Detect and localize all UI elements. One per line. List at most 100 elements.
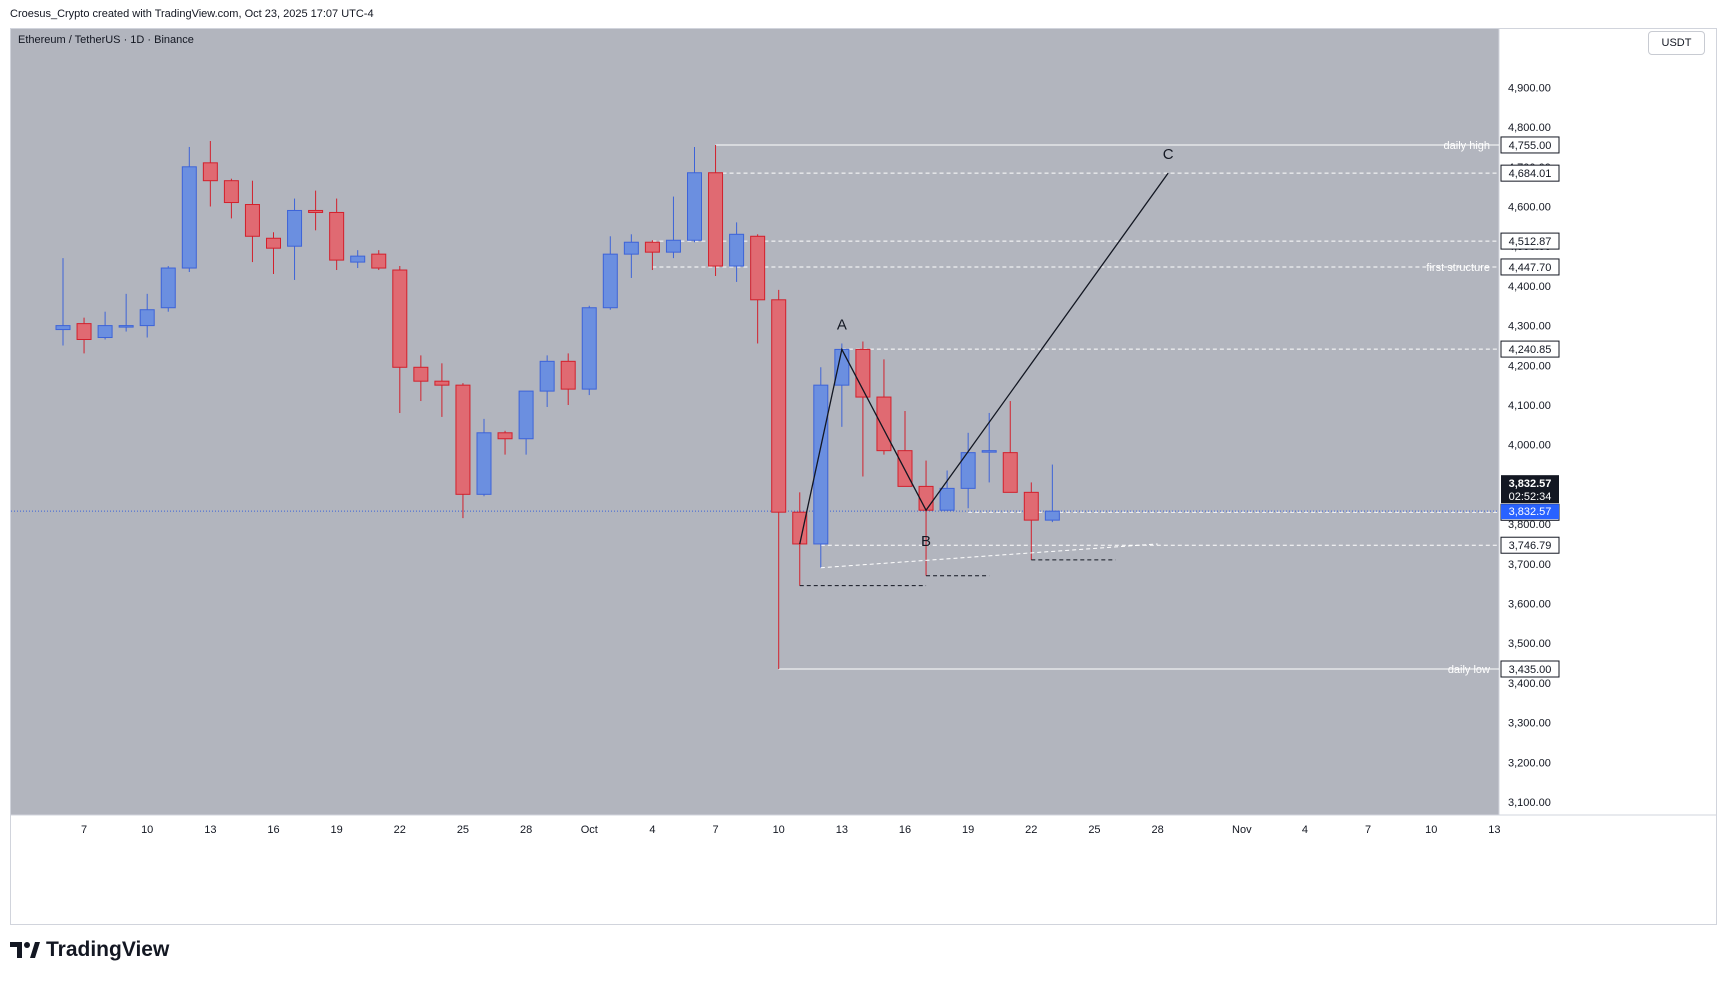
candle-body[interactable] bbox=[539, 360, 555, 392]
price-tick-label: 3,600.00 bbox=[1508, 599, 1551, 611]
candle-body[interactable] bbox=[813, 384, 829, 545]
candle-body[interactable] bbox=[981, 450, 997, 453]
price-axis-background bbox=[1499, 29, 1716, 815]
price-tick-label: 4,600.00 bbox=[1508, 202, 1551, 214]
candle-body[interactable] bbox=[518, 390, 534, 440]
price-tick-label: 4,200.00 bbox=[1508, 360, 1551, 372]
candle-body[interactable] bbox=[623, 241, 639, 255]
time-tick-label: 16 bbox=[899, 824, 911, 836]
candle-body[interactable] bbox=[181, 166, 197, 269]
candle-body[interactable] bbox=[581, 307, 597, 390]
current-price-label: 3,832.57 bbox=[1509, 506, 1552, 518]
candle-body[interactable] bbox=[139, 309, 155, 327]
level-price-badge bbox=[1500, 536, 1560, 554]
price-chart[interactable]: daily high first structure daily low A B C 3… bbox=[11, 29, 1716, 924]
candle-body[interactable] bbox=[55, 325, 71, 331]
time-tick-label: 10 bbox=[141, 824, 153, 836]
time-tick-label: 28 bbox=[520, 824, 532, 836]
candles-layer[interactable] bbox=[55, 140, 1060, 670]
support-trendline bbox=[820, 543, 1158, 569]
level-price-label: 4,684.01 bbox=[1509, 168, 1552, 180]
wave-label: B bbox=[921, 533, 931, 550]
candle-body[interactable] bbox=[792, 511, 808, 545]
candle-body[interactable] bbox=[729, 233, 745, 267]
level-price-badge bbox=[1500, 164, 1560, 182]
candle-body[interactable] bbox=[750, 235, 766, 301]
candle-body[interactable] bbox=[392, 269, 408, 368]
candle-body[interactable] bbox=[455, 384, 471, 495]
level-price-label: 4,755.00 bbox=[1509, 140, 1552, 152]
countdown-label: 02:52:34 bbox=[1509, 491, 1552, 503]
price-tick-label: 4,800.00 bbox=[1508, 122, 1551, 134]
candle-body[interactable] bbox=[834, 348, 850, 386]
time-tick-label: 10 bbox=[773, 824, 785, 836]
price-tick-label: 4,900.00 bbox=[1508, 82, 1551, 94]
candle-body[interactable] bbox=[371, 253, 387, 269]
price-tick-label: 3,800.00 bbox=[1508, 519, 1551, 531]
time-tick-label: 16 bbox=[267, 824, 279, 836]
candle-body[interactable] bbox=[855, 348, 871, 398]
candle-body[interactable] bbox=[118, 325, 134, 328]
time-axis[interactable]: 7 10 13 16 19 22 25 28 Oct 4 7 10 13 16 19 22 25 28 Nov 4 7 1… bbox=[81, 824, 1501, 836]
level-price-label: 4,447.70 bbox=[1509, 262, 1552, 274]
chart-frame[interactable]: daily high first structure daily low A B C 3… bbox=[10, 28, 1717, 925]
candle-body[interactable] bbox=[266, 237, 281, 249]
countdown-badge bbox=[1501, 475, 1559, 504]
level-price-label: 3,746.79 bbox=[1509, 540, 1552, 552]
time-tick-label: 25 bbox=[1088, 824, 1100, 836]
candle-body[interactable] bbox=[687, 172, 702, 241]
candle-body[interactable] bbox=[329, 211, 345, 261]
candle-body[interactable] bbox=[771, 299, 787, 513]
candle-body[interactable] bbox=[939, 487, 955, 511]
candle-body[interactable] bbox=[665, 239, 681, 253]
time-tick-label: 22 bbox=[1025, 824, 1037, 836]
candle-body[interactable] bbox=[244, 204, 260, 237]
candle-body[interactable] bbox=[497, 432, 513, 440]
price-tick-label: 3,100.00 bbox=[1508, 797, 1551, 809]
candle-body[interactable] bbox=[413, 366, 429, 382]
candle-body[interactable] bbox=[223, 180, 239, 204]
time-tick-label: 25 bbox=[457, 824, 469, 836]
candle-body[interactable] bbox=[76, 323, 92, 340]
candle-body[interactable] bbox=[476, 432, 492, 495]
last-price-label: 3,832.57 bbox=[1509, 478, 1552, 490]
time-tick-label: 19 bbox=[331, 824, 343, 836]
candle-body[interactable] bbox=[644, 241, 660, 253]
candle-body[interactable] bbox=[602, 253, 618, 309]
tradingview-logo[interactable]: TradingView bbox=[10, 938, 169, 962]
candle-body[interactable] bbox=[1044, 510, 1060, 521]
price-tick-label: 4,300.00 bbox=[1508, 321, 1551, 333]
price-tick-label: 3,700.00 bbox=[1508, 559, 1551, 571]
level-price-badge bbox=[1500, 232, 1560, 250]
time-tick-label: 7 bbox=[81, 824, 87, 836]
chart-title: Ethereum / TetherUS · 1D · Binance bbox=[18, 34, 194, 46]
candle-body[interactable] bbox=[97, 325, 113, 339]
candle-body[interactable] bbox=[876, 396, 892, 452]
candle-body[interactable] bbox=[560, 360, 576, 390]
time-axis-background bbox=[11, 815, 1716, 924]
time-tick-label: 10 bbox=[1425, 824, 1437, 836]
candle-body[interactable] bbox=[160, 267, 176, 309]
current-price-badge bbox=[1501, 504, 1559, 520]
candle-body[interactable] bbox=[308, 209, 324, 213]
candle-body[interactable] bbox=[1002, 452, 1018, 493]
currency-button[interactable]: USDT bbox=[1648, 31, 1705, 55]
candle-body[interactable] bbox=[708, 172, 724, 267]
wave-label: A bbox=[837, 317, 847, 334]
time-tick-label: 13 bbox=[204, 824, 216, 836]
candle-body[interactable] bbox=[918, 485, 934, 511]
plot-background bbox=[11, 29, 1499, 815]
candle-body[interactable] bbox=[202, 162, 218, 182]
time-tick-label: 28 bbox=[1151, 824, 1163, 836]
time-tick-label: 4 bbox=[649, 824, 655, 836]
price-axis[interactable]: 3,100.00 3,200.00 3,300.00 3,400.00 3,500.00… bbox=[1500, 82, 1560, 809]
candle-body[interactable] bbox=[897, 450, 913, 487]
price-tick-label: 4,100.00 bbox=[1508, 400, 1551, 412]
level-name-label: daily low bbox=[1448, 664, 1490, 676]
candle-body[interactable] bbox=[1023, 491, 1039, 521]
level-price-badge bbox=[1500, 258, 1560, 276]
candle-body[interactable] bbox=[434, 380, 450, 386]
candle-body[interactable] bbox=[287, 209, 303, 247]
candle-body[interactable] bbox=[350, 255, 366, 263]
level-price-badge bbox=[1500, 660, 1560, 678]
